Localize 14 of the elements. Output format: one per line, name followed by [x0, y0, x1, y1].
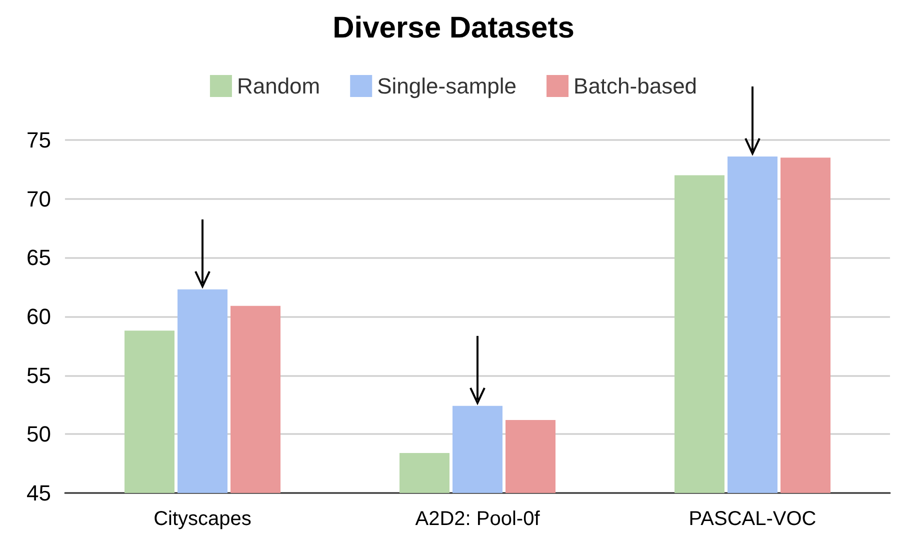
y-tick-label: 55: [26, 362, 51, 388]
y-tick-label: 45: [26, 480, 51, 506]
legend-label: Batch-based: [574, 74, 698, 98]
x-tick-label: PASCAL-VOC: [688, 508, 816, 530]
y-tick-label: 50: [26, 422, 51, 447]
x-tick-label: A2D2: Pool-0f: [415, 508, 540, 530]
y-tick-label: 65: [26, 245, 51, 270]
x-tick-label: Cityscapes: [154, 508, 252, 530]
y-tick-label: 70: [26, 186, 51, 212]
y-tick-label: 60: [26, 304, 51, 329]
legend-label: Random: [236, 74, 320, 98]
y-tick-label: 75: [26, 128, 51, 152]
legend-label: Single-sample: [377, 74, 517, 98]
chart-title: Diverse Datasets: [332, 12, 574, 44]
